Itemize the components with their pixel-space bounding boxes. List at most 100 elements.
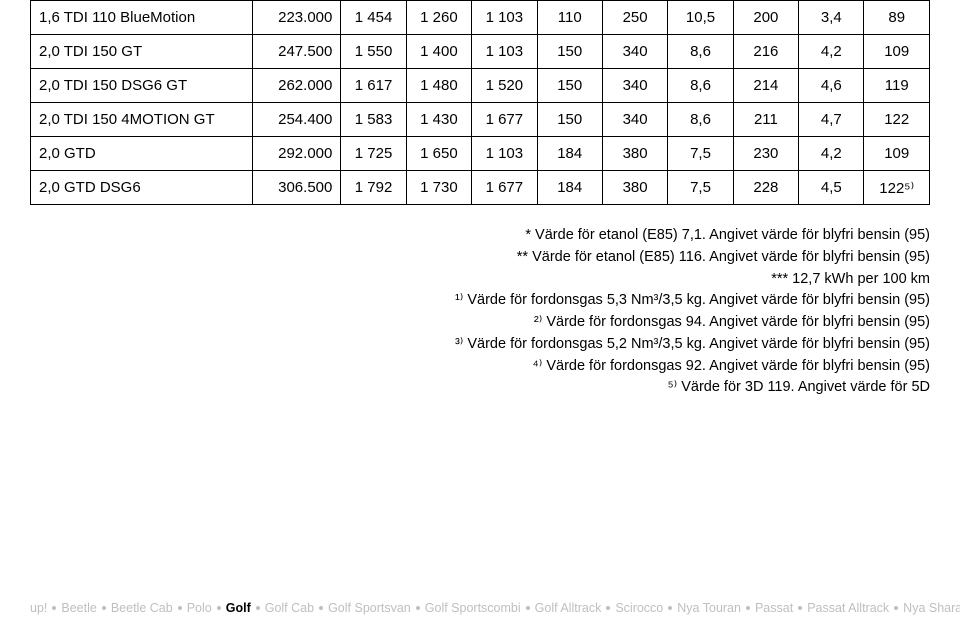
price-cell: 262.000	[252, 69, 341, 103]
table-row: 2,0 TDI 150 DSG6 GT262.0001 6171 4801 52…	[31, 69, 930, 103]
spec-cell: 1 454	[341, 1, 406, 35]
spec-cell: 380	[602, 171, 667, 205]
spec-cell: 3,4	[799, 1, 864, 35]
spec-cell: 7,5	[668, 137, 733, 171]
price-cell: 306.500	[252, 171, 341, 205]
spec-cell: 380	[602, 137, 667, 171]
dot-separator-icon	[746, 606, 750, 610]
footer-nav-item[interactable]: Golf Alltrack	[535, 601, 602, 615]
spec-cell: 250	[602, 1, 667, 35]
spec-cell: 230	[733, 137, 798, 171]
dot-separator-icon	[526, 606, 530, 610]
dot-separator-icon	[416, 606, 420, 610]
spec-cell: 200	[733, 1, 798, 35]
spec-cell: 1 430	[406, 103, 471, 137]
footnote-line: ²⁾ Värde för fordonsgas 94. Angivet värd…	[30, 312, 930, 334]
table-row: 2,0 GTD DSG6306.5001 7921 7301 677184380…	[31, 171, 930, 205]
spec-cell: 1 730	[406, 171, 471, 205]
footer-nav-item[interactable]: Golf Sportsvan	[328, 601, 411, 615]
spec-cell: 150	[537, 103, 602, 137]
spec-cell: 1 677	[472, 103, 537, 137]
table-row: 1,6 TDI 110 BlueMotion223.0001 4541 2601…	[31, 1, 930, 35]
model-label: 2,0 GTD DSG6	[31, 171, 253, 205]
footer-nav-item[interactable]: Beetle Cab	[111, 601, 173, 615]
footer-nav-item[interactable]: Golf Sportscombi	[425, 601, 521, 615]
spec-table: 1,6 TDI 110 BlueMotion223.0001 4541 2601…	[30, 0, 930, 205]
spec-cell: 1 617	[341, 69, 406, 103]
model-label: 2,0 GTD	[31, 137, 253, 171]
model-label: 1,6 TDI 110 BlueMotion	[31, 1, 253, 35]
dot-separator-icon	[668, 606, 672, 610]
spec-cell: 1 400	[406, 35, 471, 69]
dot-separator-icon	[894, 606, 898, 610]
spec-table-container: 1,6 TDI 110 BlueMotion223.0001 4541 2601…	[30, 0, 930, 205]
spec-cell: 10,5	[668, 1, 733, 35]
footnote-line: ** Värde för etanol (E85) 116. Angivet v…	[30, 247, 930, 269]
spec-cell: 340	[602, 103, 667, 137]
spec-cell: 214	[733, 69, 798, 103]
dot-separator-icon	[178, 606, 182, 610]
spec-cell: 340	[602, 69, 667, 103]
footer-nav-item[interactable]: Beetle	[61, 601, 96, 615]
spec-cell: 1 677	[472, 171, 537, 205]
footnotes: * Värde för etanol (E85) 7,1. Angivet vä…	[30, 225, 930, 399]
price-cell: 254.400	[252, 103, 341, 137]
price-cell: 292.000	[252, 137, 341, 171]
spec-cell: 89	[864, 1, 930, 35]
spec-cell: 228	[733, 171, 798, 205]
spec-cell: 1 103	[472, 137, 537, 171]
dot-separator-icon	[319, 606, 323, 610]
spec-cell: 110	[537, 1, 602, 35]
dot-separator-icon	[798, 606, 802, 610]
spec-cell: 1 260	[406, 1, 471, 35]
spec-cell: 184	[537, 137, 602, 171]
dot-separator-icon	[52, 606, 56, 610]
spec-cell: 1 650	[406, 137, 471, 171]
footer-nav-item[interactable]: Scirocco	[615, 601, 663, 615]
spec-cell: 4,6	[799, 69, 864, 103]
dot-separator-icon	[606, 606, 610, 610]
footnote-line: ³⁾ Värde för fordonsgas 5,2 Nm³/3,5 kg. …	[30, 334, 930, 356]
spec-cell: 1 480	[406, 69, 471, 103]
footnote-line: *** 12,7 kWh per 100 km	[30, 269, 930, 291]
price-cell: 223.000	[252, 1, 341, 35]
spec-cell: 119	[864, 69, 930, 103]
footer-nav-item[interactable]: Passat	[755, 601, 793, 615]
dot-separator-icon	[217, 606, 221, 610]
spec-cell: 109	[864, 137, 930, 171]
footer-nav-item[interactable]: Polo	[187, 601, 212, 615]
footnote-line: ⁴⁾ Värde för fordonsgas 92. Angivet värd…	[30, 356, 930, 378]
spec-cell: 8,6	[668, 35, 733, 69]
footer-nav: up! Beetle Beetle Cab Polo Golf Golf Cab Golf …	[30, 601, 930, 615]
table-row: 2,0 TDI 150 4MOTION GT254.4001 5831 4301…	[31, 103, 930, 137]
footer-nav-item[interactable]: Golf	[226, 601, 251, 615]
spec-cell: 1 103	[472, 35, 537, 69]
spec-cell: 1 103	[472, 1, 537, 35]
footer-nav-item[interactable]: Nya Touran	[677, 601, 741, 615]
spec-cell: 150	[537, 69, 602, 103]
spec-cell: 8,6	[668, 103, 733, 137]
spec-cell: 4,5	[799, 171, 864, 205]
spec-cell: 1 792	[341, 171, 406, 205]
footnote-line: ⁵⁾ Värde för 3D 119. Angivet värde för 5…	[30, 377, 930, 399]
spec-cell: 4,7	[799, 103, 864, 137]
dot-separator-icon	[102, 606, 106, 610]
dot-separator-icon	[256, 606, 260, 610]
price-cell: 247.500	[252, 35, 341, 69]
footnote-line: * Värde för etanol (E85) 7,1. Angivet vä…	[30, 225, 930, 247]
spec-cell: 340	[602, 35, 667, 69]
footer-nav-item[interactable]: Passat Alltrack	[807, 601, 889, 615]
spec-cell: 216	[733, 35, 798, 69]
spec-cell: 4,2	[799, 35, 864, 69]
model-label: 2,0 TDI 150 4MOTION GT	[31, 103, 253, 137]
footer-nav-item[interactable]: Nya Sharan	[903, 601, 960, 615]
spec-cell: 1 520	[472, 69, 537, 103]
spec-cell: 184	[537, 171, 602, 205]
model-label: 2,0 TDI 150 GT	[31, 35, 253, 69]
spec-cell: 8,6	[668, 69, 733, 103]
spec-cell: 1 550	[341, 35, 406, 69]
footer-nav-item[interactable]: up!	[30, 601, 47, 615]
model-label: 2,0 TDI 150 DSG6 GT	[31, 69, 253, 103]
spec-cell: 1 725	[341, 137, 406, 171]
footer-nav-item[interactable]: Golf Cab	[265, 601, 314, 615]
